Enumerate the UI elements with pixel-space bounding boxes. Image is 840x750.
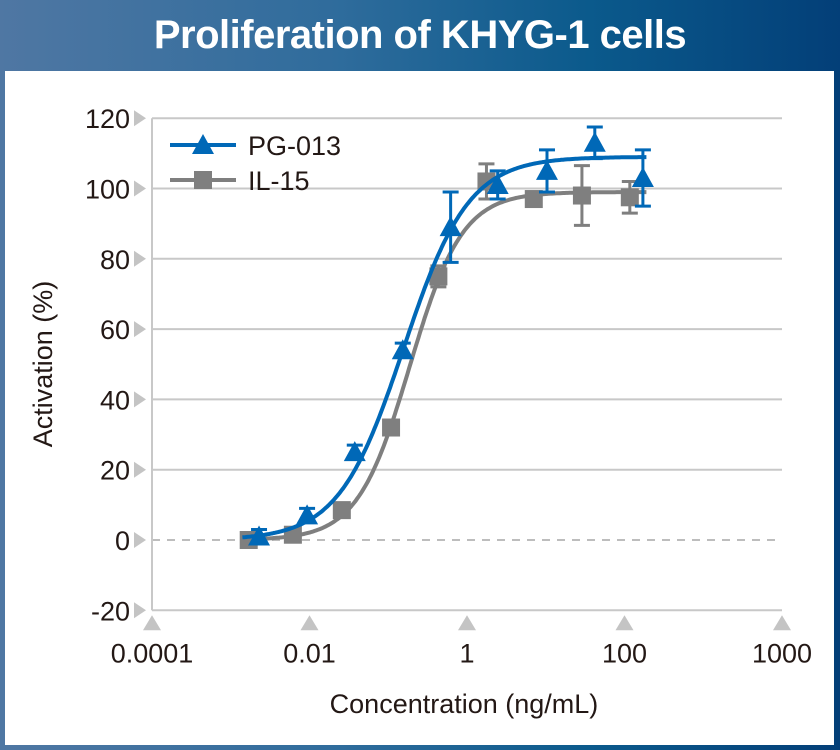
data-point-triangle	[248, 525, 271, 546]
x-tick-marker	[300, 615, 319, 631]
y-tick-label: 20	[100, 456, 130, 486]
y-axis-label: Activation (%)	[28, 281, 58, 448]
legend-label: IL-15	[248, 166, 310, 196]
x-tick-label: 1	[459, 638, 474, 668]
data-point-triangle	[439, 216, 462, 237]
y-tick-marker	[134, 602, 146, 619]
data-point-triangle	[631, 166, 654, 187]
x-tick-label: 1000	[752, 638, 812, 668]
data-point-square	[429, 267, 448, 286]
data-point-triangle	[486, 173, 509, 194]
y-tick-marker	[134, 180, 146, 197]
legend-triangle-icon	[192, 134, 214, 154]
y-tick-marker	[134, 110, 146, 127]
data-point-triangle	[391, 339, 414, 360]
data-point-square	[332, 501, 351, 520]
legend-item: PG-013	[170, 131, 341, 161]
y-tick-label: 100	[85, 175, 130, 205]
legend-item: IL-15	[170, 166, 310, 196]
x-tick-label: 100	[602, 638, 647, 668]
y-tick-label: 40	[100, 385, 130, 415]
data-point-triangle	[343, 441, 366, 462]
x-tick-label: 0.0001	[111, 638, 194, 668]
y-tick-marker	[134, 250, 146, 267]
data-point-square	[382, 418, 401, 437]
y-tick-label: -20	[91, 596, 130, 626]
data-point-square	[572, 186, 591, 205]
data-point-triangle	[296, 504, 319, 525]
x-axis-label: Concentration (ng/mL)	[330, 689, 599, 719]
y-tick-label: 120	[85, 104, 130, 134]
y-tick-marker	[134, 391, 146, 408]
data-point-triangle	[535, 159, 558, 180]
y-tick-label: 80	[100, 245, 130, 275]
x-tick-marker	[458, 615, 476, 631]
plot-panel	[5, 71, 834, 745]
legend-label: PG-013	[248, 131, 341, 161]
legend-square-icon	[194, 171, 212, 189]
fit-curve	[242, 155, 647, 540]
x-tick-label: 0.01	[283, 638, 336, 668]
y-tick-label: 0	[115, 526, 130, 556]
x-tick-marker	[773, 615, 791, 631]
y-tick-label: 60	[100, 315, 130, 345]
x-tick-marker	[143, 615, 161, 631]
chart-title: Proliferation of KHYG-1 cells	[153, 12, 687, 57]
data-point-triangle	[583, 131, 606, 152]
y-tick-marker	[134, 532, 146, 548]
x-tick-marker	[615, 615, 634, 631]
data-point-square	[524, 190, 543, 209]
y-tick-marker	[134, 321, 146, 338]
series-il-15	[239, 162, 647, 549]
y-tick-marker	[134, 461, 146, 478]
data-point-square	[620, 188, 639, 207]
series-pg-013	[242, 125, 654, 546]
